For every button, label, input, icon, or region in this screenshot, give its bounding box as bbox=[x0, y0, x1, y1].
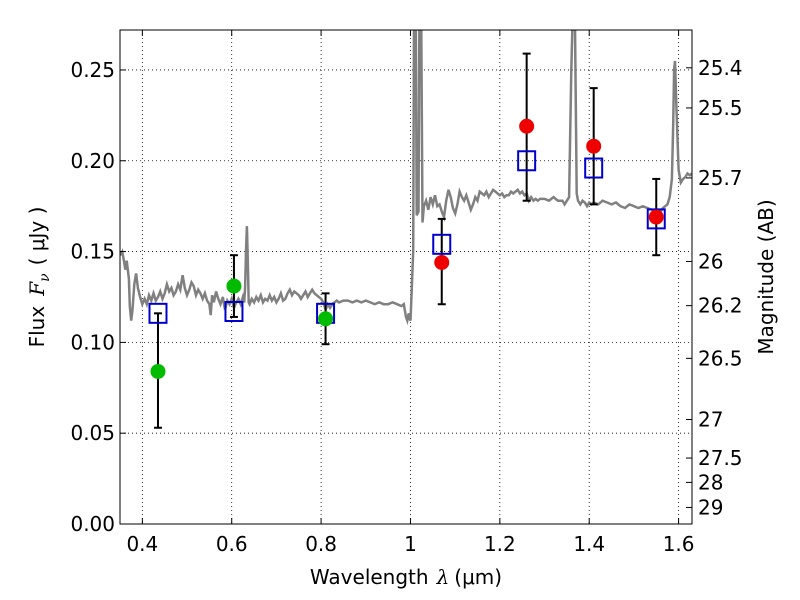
magnitude-tick-label: 26.2 bbox=[698, 294, 743, 318]
observed-flux-point bbox=[150, 363, 166, 379]
plot-frame bbox=[119, 29, 693, 525]
model-spectrum-line bbox=[120, 30, 692, 326]
magnitude-tick-label: 29 bbox=[698, 495, 723, 519]
plot-area bbox=[120, 30, 692, 429]
x-tick-label: 1.2 bbox=[484, 532, 516, 556]
observed-flux-point bbox=[519, 118, 535, 134]
y-tick-label: 0.15 bbox=[70, 240, 115, 264]
magnitude-tick-label: 27 bbox=[698, 407, 723, 431]
magnitude-tick-label: 25.5 bbox=[698, 96, 743, 120]
magnitude-tick-label: 26.5 bbox=[698, 346, 743, 370]
model-photometry-square bbox=[517, 150, 537, 172]
magnitude-tick-label: 26 bbox=[698, 249, 723, 273]
observed-flux-point bbox=[586, 138, 602, 154]
magnitude-tick-label: 28 bbox=[698, 470, 723, 494]
observed-flux-point bbox=[434, 254, 450, 270]
model-photometry-squares bbox=[148, 150, 666, 324]
observed-flux-point bbox=[648, 209, 664, 225]
model-photometry-square bbox=[224, 301, 244, 323]
y-tick-label: 0.00 bbox=[70, 512, 115, 536]
model-photometry-square bbox=[584, 157, 604, 179]
model-photometry-square bbox=[646, 208, 666, 230]
x-axis-label: Wavelength λ (μm) bbox=[310, 565, 502, 589]
y-axis-ticks: 0.00 0.05 0.10 0.15 0.20 0.25 bbox=[70, 58, 126, 536]
y-tick-label: 0.05 bbox=[70, 421, 115, 445]
magnitude-tick-label: 25.4 bbox=[698, 56, 743, 80]
observed-points bbox=[150, 118, 664, 379]
y-tick-label: 0.25 bbox=[70, 58, 115, 82]
y-tick-label: 0.10 bbox=[70, 330, 115, 354]
model-photometry-square bbox=[148, 302, 168, 324]
x-tick-label: 0.4 bbox=[126, 532, 158, 556]
magnitude-tick-label: 25.7 bbox=[698, 166, 743, 190]
x-tick-label: 0.6 bbox=[216, 532, 248, 556]
x-tick-label: 1.6 bbox=[663, 532, 695, 556]
observed-flux-point bbox=[226, 278, 242, 294]
magnitude-tick-label: 27.5 bbox=[698, 446, 743, 470]
y-tick-label: 0.20 bbox=[70, 149, 115, 173]
y-axis-label: FluxFν( μJy ) bbox=[25, 207, 53, 348]
x-tick-label: 1 bbox=[404, 532, 417, 556]
x-axis-ticks: 0.4 0.6 0.8 1 1.2 1.4 1.6 bbox=[126, 30, 695, 556]
magnitude-axis-label: Magnitude (AB) bbox=[754, 199, 778, 354]
x-tick-label: 1.4 bbox=[573, 532, 605, 556]
observed-flux-point bbox=[318, 311, 334, 327]
x-tick-label: 0.8 bbox=[305, 532, 337, 556]
model-photometry-square bbox=[432, 233, 452, 255]
